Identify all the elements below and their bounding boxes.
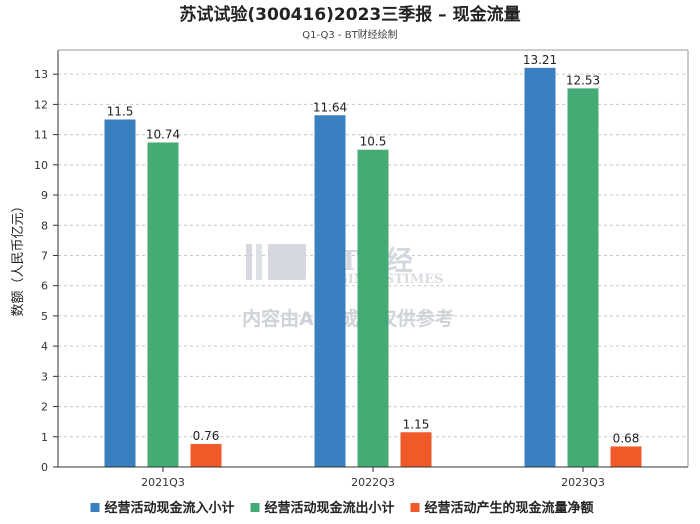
bar-2022Q3-s1	[357, 149, 389, 467]
y-tick-label: 10	[34, 159, 48, 172]
y-tick-label: 1	[41, 431, 48, 444]
watermark: BT财经 BUSINESSTIMES 内容由AI生成，仅供参考	[242, 244, 454, 330]
bar-2021Q3-s2	[190, 444, 222, 467]
y-tick-label: 3	[41, 370, 48, 383]
x-tick-label: 2022Q3	[351, 476, 395, 489]
chart-title: 苏试试验(300416)2023三季报 – 现金流量	[179, 4, 520, 25]
y-tick-label: 12	[34, 98, 48, 111]
y-tick-label: 0	[41, 461, 48, 474]
y-tick-label: 6	[41, 280, 48, 293]
y-tick-label: 4	[41, 340, 48, 353]
data-label: 12.53	[566, 73, 600, 87]
legend-swatch	[250, 503, 260, 512]
data-labels: 11.5 10.74 0.76 11.64 10.5 1.15 13.21 12.53 0.68	[107, 53, 640, 446]
data-label: 1.15	[403, 417, 430, 431]
data-label: 13.21	[523, 53, 557, 67]
bar-2022Q3-s2	[400, 432, 432, 467]
bar-2021Q3-s0	[104, 119, 136, 467]
bars	[104, 67, 642, 468]
legend-label: 经营活动现金流出小计	[265, 500, 395, 516]
watermark-notice: 内容由AI生成，仅供参考	[242, 307, 454, 330]
x-ticks: 2021Q3 2022Q3 2023Q3	[141, 467, 605, 489]
legend: 经营活动现金流入小计 经营活动现金流出小计 经营活动产生的现金流量净额	[90, 500, 594, 516]
data-label: 11.5	[107, 105, 134, 119]
watermark-logo	[246, 244, 306, 280]
legend-label: 经营活动现金流入小计	[105, 500, 235, 516]
data-label: 10.5	[360, 135, 387, 149]
bar-2021Q3-s1	[147, 142, 179, 467]
data-label: 10.74	[146, 127, 180, 141]
x-tick-label: 2023Q3	[561, 476, 605, 489]
data-label: 11.64	[313, 100, 347, 114]
y-tick-label: 13	[34, 68, 48, 81]
data-label: 0.76	[193, 429, 220, 443]
bar-2022Q3-s0	[314, 115, 346, 467]
bar-2023Q3-s2	[610, 446, 642, 467]
y-tick-label: 2	[41, 401, 48, 414]
legend-swatch	[90, 503, 100, 512]
legend-label: 经营活动产生的现金流量净额	[425, 500, 594, 516]
data-label: 0.68	[613, 431, 640, 445]
legend-swatch	[410, 503, 420, 512]
bar-2023Q3-s1	[567, 88, 599, 467]
bar-2023Q3-s0	[524, 67, 556, 468]
y-axis-label: 数额（人民币亿元）	[11, 199, 26, 316]
y-tick-label: 11	[34, 129, 48, 142]
y-tick-label: 8	[41, 219, 48, 232]
chart-subtitle: Q1-Q3 - BT财经绘制	[302, 28, 397, 41]
x-tick-label: 2021Q3	[141, 476, 185, 489]
y-tick-label: 5	[41, 310, 48, 323]
y-tick-label: 9	[41, 189, 48, 202]
y-tick-label: 7	[41, 249, 48, 262]
